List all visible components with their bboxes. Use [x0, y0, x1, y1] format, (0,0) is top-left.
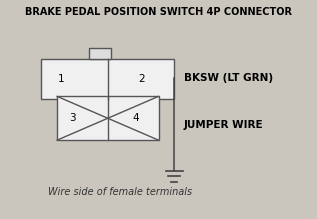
Bar [89, 48, 111, 59]
Text: 3: 3 [69, 113, 75, 123]
Bar [57, 96, 158, 140]
Text: 4: 4 [133, 113, 139, 123]
Text: JUMPER WIRE: JUMPER WIRE [184, 120, 263, 130]
Bar [41, 59, 174, 99]
Text: BRAKE PEDAL POSITION SWITCH 4P CONNECTOR: BRAKE PEDAL POSITION SWITCH 4P CONNECTOR [25, 7, 292, 17]
Text: BKSW (LT GRN): BKSW (LT GRN) [184, 73, 273, 83]
Text: Wire side of female terminals: Wire side of female terminals [49, 187, 192, 197]
Text: 1: 1 [58, 74, 64, 84]
Text: 2: 2 [138, 74, 144, 84]
